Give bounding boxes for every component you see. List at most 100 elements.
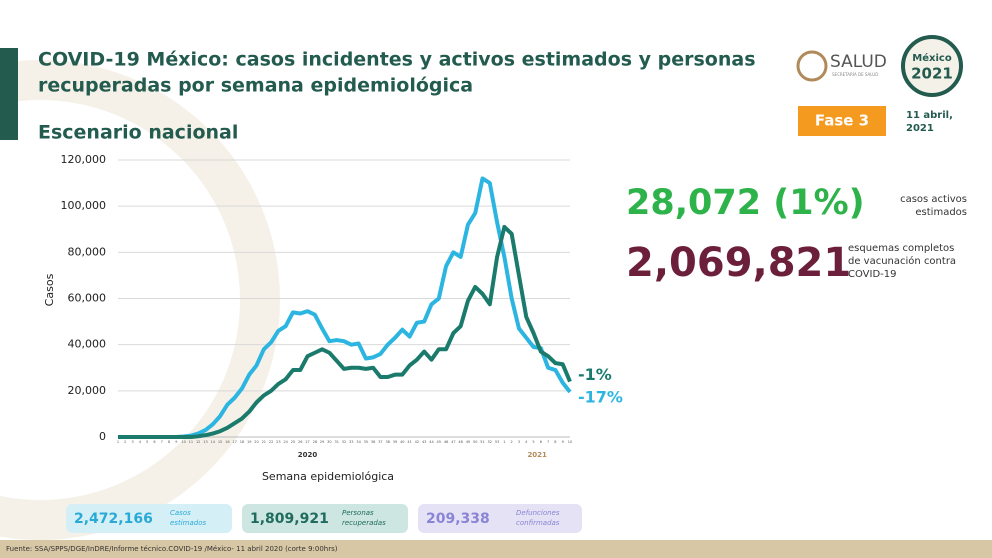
x-tick-label: 23 (276, 440, 280, 444)
year-label: 2021 (527, 451, 547, 459)
date: 2021 (906, 123, 934, 134)
x-tick-label: 18 (240, 440, 244, 444)
x-tick-label: 39 (393, 440, 397, 444)
x-tick-label: 7 (547, 440, 549, 444)
title: COVID-19 México: casos incidentes y acti… (38, 49, 756, 71)
y-tick-label: 20,000 (68, 384, 107, 397)
x-tick-label: 3 (131, 440, 133, 444)
x-tick-label: 2 (124, 440, 126, 444)
summary-box (66, 504, 232, 533)
x-tick-label: 46 (444, 440, 448, 444)
x-tick-label: 52 (488, 440, 492, 444)
y-tick-label: 40,000 (68, 338, 107, 351)
x-axis-title: Semana epidemiológica (262, 470, 394, 483)
emblem-text: 2021 (911, 65, 953, 83)
line (118, 224, 572, 439)
logo-text: SALUD (830, 52, 887, 72)
x-tick-label: 47 (451, 440, 455, 444)
x-tick-label: 15 (218, 440, 222, 444)
logo-icon (796, 50, 828, 82)
summary-value: 1,809,921 (250, 511, 329, 527)
x-tick-label: 11 (189, 440, 193, 444)
title: recuperadas por semana epidemiológica (38, 75, 473, 97)
summary-label: Defunciones (516, 509, 560, 517)
footer-bar (0, 540, 992, 558)
x-tick-label: 51 (480, 440, 484, 444)
x-tick-label: 9 (562, 440, 564, 444)
x-tick-label: 38 (386, 440, 390, 444)
x-tick-label: 32 (342, 440, 346, 444)
x-tick-label: 10 (568, 440, 572, 444)
vaccinated: 2,069,821 (626, 240, 851, 286)
vaccinated-label: COVID-19 (848, 269, 897, 280)
summary-label: estimados (170, 519, 206, 527)
summary-box (418, 504, 582, 533)
x-tick-label: 5 (146, 440, 148, 444)
date: 11 abril, (906, 110, 953, 121)
x-tick-label: 33 (349, 440, 353, 444)
x-tick-label: 22 (269, 440, 273, 444)
x-tick-label: 34 (356, 440, 361, 444)
x-tick-label: 53 (495, 440, 499, 444)
x-tick-label: 16 (225, 440, 229, 444)
x-tick-label: 44 (429, 440, 434, 444)
x-tick-label: 24 (283, 440, 288, 444)
phase-box (798, 106, 886, 136)
summary-value: 209,338 (426, 511, 490, 527)
x-tick-label: 49 (466, 440, 470, 444)
x-tick-label: 50 (473, 440, 477, 444)
y-tick-label: 100,000 (61, 199, 107, 212)
end-label: -17% (578, 387, 623, 406)
bg-pattern (0, 60, 280, 540)
x-tick-label: 25 (291, 440, 295, 444)
x-tick-label: 6 (540, 440, 542, 444)
summary-label: Personas (342, 509, 374, 517)
x-tick-label: 29 (320, 440, 324, 444)
x-tick-label: 19 (247, 440, 251, 444)
x-tick-label: 35 (364, 440, 368, 444)
chart: 0 20,000 40,000 60,000 80,000 100,000 120,000 1… (61, 153, 623, 459)
y-tick-label: 120,000 (61, 153, 107, 166)
x-tick-label: 41 (407, 440, 411, 444)
x-tick-label: 2 (511, 440, 513, 444)
emblem-text: México (912, 52, 952, 64)
x-tick-label: 37 (378, 440, 382, 444)
summary-label: Casos (170, 509, 191, 517)
x-tick-label: 28 (313, 440, 317, 444)
y-tick-label: 60,000 (68, 292, 107, 305)
x-tick-label: 1 (117, 440, 119, 444)
accent-bar (0, 48, 18, 140)
x-tick-label: 42 (415, 440, 419, 444)
x-tick-label: 40 (400, 440, 404, 444)
footer: Fuente: SSA/SPPS/DGE/InDRE/Informe técni… (6, 545, 338, 553)
phase: Fase 3 (815, 112, 869, 130)
x-tick-label: 4 (525, 440, 528, 444)
x-tick-label: 8 (554, 440, 556, 444)
x-tick-label: 31 (334, 440, 338, 444)
x-tick-label: 48 (458, 440, 462, 444)
x-tick-label: 43 (422, 440, 426, 444)
x-tick-label: 8 (168, 440, 170, 444)
y-tick-label: 80,000 (68, 245, 107, 258)
x-tick-label: 12 (196, 440, 200, 444)
x-tick-label: 26 (298, 440, 302, 444)
summary-box (242, 504, 408, 533)
x-tick-label: 9 (175, 440, 177, 444)
subtitle: Escenario nacional (38, 122, 238, 144)
end-label: -1% (578, 365, 612, 384)
y-tick-label: 0 (99, 430, 106, 443)
x-tick-label: 1 (503, 440, 505, 444)
y-axis-title: Casos (43, 273, 56, 306)
x-tick-label: 17 (232, 440, 236, 444)
x-tick-label: 14 (211, 440, 216, 444)
x-tick-label: 27 (305, 440, 309, 444)
x-tick-label: 5 (532, 440, 534, 444)
summary-label: confirmadas (516, 519, 560, 527)
summary-label: recuperadas (342, 519, 386, 527)
x-tick-label: 20 (254, 440, 258, 444)
year-label: 2020 (298, 451, 318, 459)
vaccinated-label: de vacunación contra (848, 255, 956, 267)
active-label: casos activos (900, 194, 967, 205)
emblem (901, 35, 963, 97)
